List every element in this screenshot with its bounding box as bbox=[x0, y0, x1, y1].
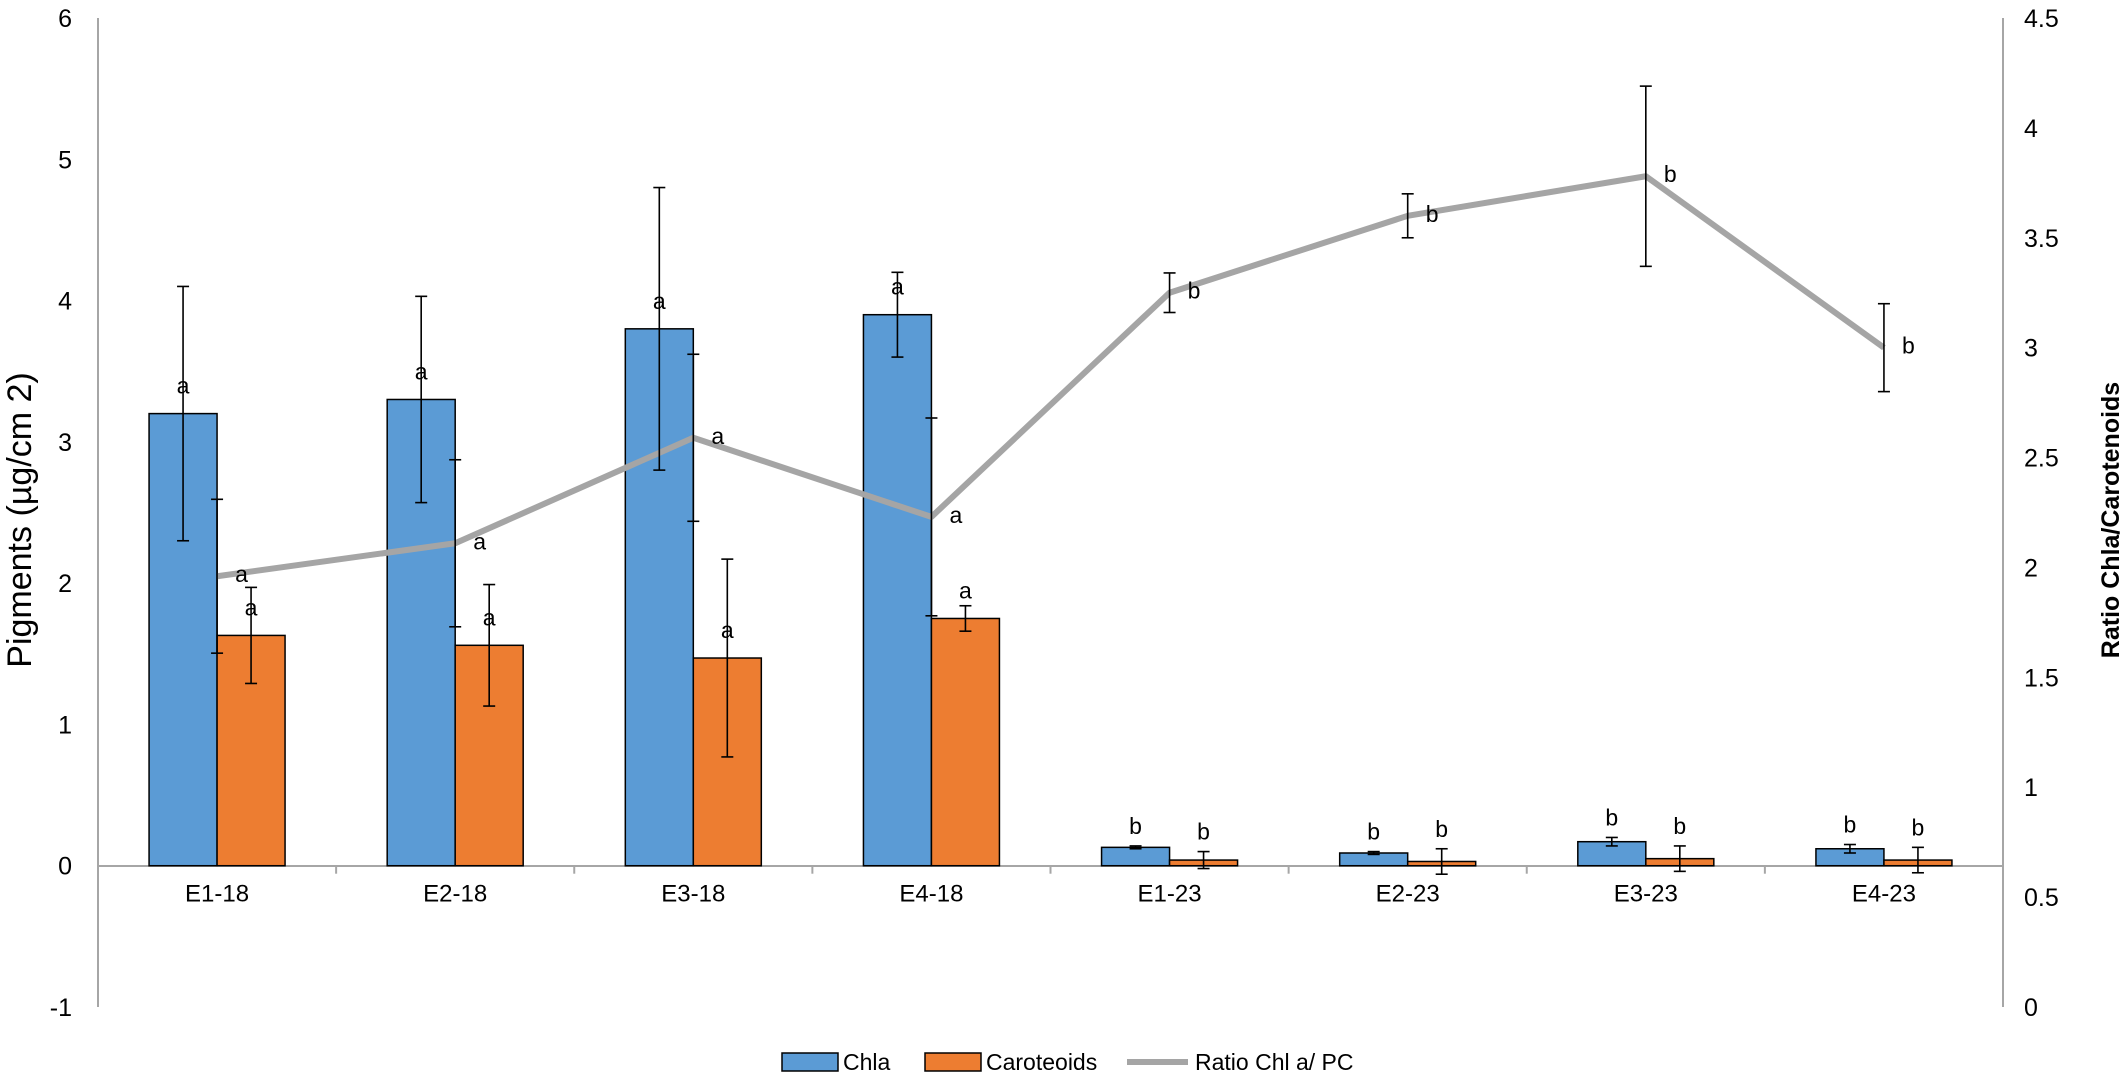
category-label: E4-18 bbox=[899, 881, 963, 908]
significance-label-ratio: b bbox=[1664, 161, 1677, 187]
category-label: E3-23 bbox=[1614, 881, 1678, 908]
category-labels: E1-18 E2-18 E3-18 E4-18 E1-23 E2-23 E3-23 E4-23 bbox=[185, 881, 1916, 908]
significance-label-caroteoids: a bbox=[721, 617, 734, 643]
significance-label-caroteoids: a bbox=[483, 604, 496, 630]
y-tick-label-left: 2 bbox=[58, 570, 72, 598]
significance-label-ratio: a bbox=[949, 502, 962, 528]
significance-label-ratio: a bbox=[473, 528, 486, 554]
significance-label-ratio: a bbox=[235, 561, 248, 587]
ratio-line-group bbox=[216, 173, 1886, 580]
y-tick-label-left: 5 bbox=[58, 146, 72, 174]
significance-label-chla: b bbox=[1129, 813, 1142, 839]
significance-label-caroteoids: b bbox=[1435, 816, 1448, 842]
y-axis-label-left: Pigments (µg/cm 2) bbox=[1, 372, 39, 667]
significance-label-chla: a bbox=[415, 358, 428, 384]
significance-label-ratio: b bbox=[1902, 333, 1915, 359]
axes bbox=[97, 18, 2004, 1007]
significance-label-chla: a bbox=[891, 274, 904, 300]
y-axis-label-right: Ratio Chla/Carotenoids bbox=[2097, 382, 2125, 658]
y-tick-label-left: 0 bbox=[58, 853, 72, 881]
legend: Chla Caroteoids Ratio Chl a/ PC bbox=[781, 1049, 1354, 1075]
legend-label-caroteoids: Caroteoids bbox=[986, 1049, 1097, 1075]
significance-label-caroteoids: a bbox=[245, 594, 258, 620]
category-label: E1-23 bbox=[1138, 881, 1202, 908]
error-bars bbox=[177, 85, 1924, 875]
category-label: E3-18 bbox=[661, 881, 725, 908]
significance-label-chla: a bbox=[653, 288, 666, 314]
bar-caroteoids bbox=[930, 617, 1001, 867]
ratio-line bbox=[216, 173, 1886, 580]
significance-label-caroteoids: b bbox=[1673, 813, 1686, 839]
significance-label-caroteoids: a bbox=[959, 577, 972, 603]
category-label: E1-18 bbox=[185, 881, 249, 908]
left-tick-labels: -1 0 1 2 3 4 5 6 bbox=[50, 5, 72, 1022]
y-tick-label-right: 2.5 bbox=[2024, 445, 2059, 473]
y-tick-label-left: 6 bbox=[58, 5, 72, 33]
category-label: E2-23 bbox=[1376, 881, 1440, 908]
y-tick-label-left: 1 bbox=[58, 711, 72, 739]
significance-label-chla: b bbox=[1844, 812, 1857, 838]
category-tick-marks bbox=[97, 865, 2004, 874]
bars bbox=[148, 313, 1953, 867]
y-tick-label-left: -1 bbox=[50, 994, 72, 1022]
significance-label-caroteoids: b bbox=[1912, 814, 1925, 840]
y-tick-label-right: 1 bbox=[2024, 774, 2038, 802]
y-tick-label-right: 4.5 bbox=[2024, 5, 2059, 33]
significance-label-caroteoids: b bbox=[1197, 819, 1210, 845]
category-label: E4-23 bbox=[1852, 881, 1916, 908]
significance-label-ratio: b bbox=[1188, 278, 1201, 304]
legend-swatch-caroteoids bbox=[924, 1052, 982, 1072]
legend-swatch-chla bbox=[781, 1052, 839, 1072]
y-tick-label-left: 3 bbox=[58, 429, 72, 457]
significance-label-ratio: b bbox=[1426, 201, 1439, 227]
bar-chla bbox=[1100, 846, 1171, 867]
significance-label-chla: b bbox=[1605, 804, 1618, 830]
right-tick-labels: 0 0.5 1 1.5 2 2.5 3 3.5 4 4.5 bbox=[2024, 5, 2059, 1022]
legend-label-ratio: Ratio Chl a/ PC bbox=[1195, 1049, 1354, 1075]
y-tick-label-right: 3.5 bbox=[2024, 225, 2059, 253]
y-tick-label-right: 2 bbox=[2024, 554, 2038, 582]
significance-label-chla: b bbox=[1367, 819, 1380, 845]
y-tick-label-right: 3 bbox=[2024, 335, 2038, 363]
bar-chla bbox=[862, 313, 933, 867]
y-tick-label-right: 0 bbox=[2024, 994, 2038, 1022]
significance-label-chla: a bbox=[177, 373, 190, 399]
significance-label-ratio: a bbox=[711, 423, 724, 449]
y-tick-label-right: 4 bbox=[2024, 115, 2038, 143]
y-tick-label-right: 1.5 bbox=[2024, 664, 2059, 692]
category-label: E2-18 bbox=[423, 881, 487, 908]
y-tick-label-right: 0.5 bbox=[2024, 884, 2059, 912]
y-tick-label-left: 4 bbox=[58, 288, 72, 316]
legend-label-chla: Chla bbox=[843, 1049, 891, 1075]
